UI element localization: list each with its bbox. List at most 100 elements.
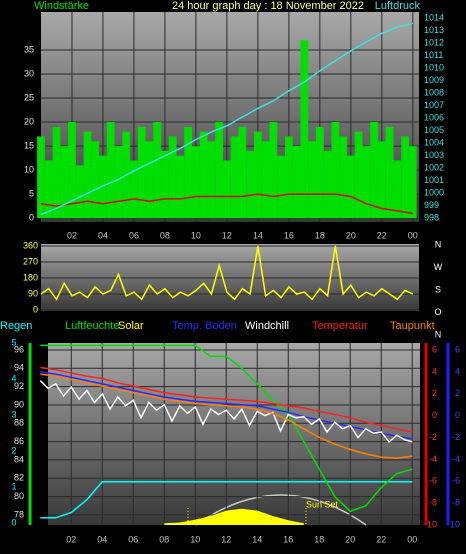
yticks-label: 80	[14, 491, 24, 501]
y2ticks-label: -6	[452, 476, 460, 486]
y2ticks-label: 4	[432, 366, 437, 376]
bar	[91, 141, 100, 219]
y2ticks-label: 998	[424, 213, 439, 223]
y2ticks-label: 1004	[424, 138, 444, 148]
x-tick-label: 14	[253, 230, 263, 240]
x-tick-label: 18	[315, 230, 325, 240]
y2ticks-label: 1012	[424, 38, 444, 48]
area	[164, 508, 304, 525]
yticks-label: 94	[14, 363, 24, 373]
bar	[254, 131, 262, 219]
y2ticks-label: 6	[455, 344, 460, 354]
line	[40, 373, 413, 460]
bar	[238, 126, 247, 219]
y2ticks-label: N	[435, 239, 442, 249]
bar	[277, 155, 285, 219]
x-tick-label: 04	[97, 534, 107, 544]
yticks-label: 35	[24, 44, 34, 54]
y2ticks-label: 0	[455, 410, 460, 420]
yticks-label: 84	[14, 454, 24, 464]
bar	[284, 136, 293, 219]
y2ticks-label: -4	[452, 454, 460, 464]
bar	[145, 141, 154, 219]
y2ticks-label: W	[434, 262, 443, 272]
bar	[230, 136, 239, 219]
bar	[68, 122, 76, 219]
yticks-label: 25	[24, 92, 34, 102]
line	[39, 380, 413, 443]
y2ticks-label: 0	[432, 410, 437, 420]
bar	[106, 122, 115, 219]
bar	[354, 131, 363, 219]
legend-entry: Regen	[0, 320, 32, 332]
y2ticks-label: 6	[432, 344, 437, 354]
y3ticks-label: 1	[11, 482, 16, 492]
y3ticks-label: 0	[11, 518, 16, 528]
y2ticks-label: 1007	[424, 100, 444, 110]
plot-area	[48, 343, 420, 525]
yticks-label: 180	[23, 272, 38, 282]
yticks-label: 96	[14, 344, 24, 354]
line	[40, 481, 413, 519]
bar	[168, 136, 177, 219]
x-tick-label: 14	[252, 534, 262, 544]
y2ticks-label: -4	[429, 454, 437, 464]
bar	[292, 146, 301, 219]
x-tick-label: 08	[159, 534, 169, 544]
yticks-label: 10	[24, 164, 34, 174]
x-tick-label: 20	[346, 230, 356, 240]
x-tick-label: 20	[345, 534, 355, 544]
bar	[261, 141, 270, 219]
y2ticks-label: -6	[429, 476, 437, 486]
temperature-panel: 78808284868890929496-10-8-6-4-20246-10-8…	[0, 320, 460, 544]
legend-entry: Windstärke	[34, 0, 89, 12]
bar	[339, 136, 347, 219]
yticks-label: 92	[14, 381, 24, 391]
x-tick-label: 12	[222, 230, 232, 240]
bar	[176, 155, 185, 219]
bar	[408, 146, 417, 219]
bar	[99, 155, 107, 219]
y2ticks-label: 1010	[424, 63, 444, 73]
y2ticks-label: 1001	[424, 175, 444, 185]
wind-direction-panel: 0 90 180 270 360 N W S O N	[23, 239, 443, 339]
y2ticks-label: -10	[424, 519, 437, 529]
x-tick-label: 10	[191, 230, 201, 240]
bar	[323, 150, 332, 219]
yticks-label: 90	[28, 288, 38, 298]
bar	[161, 150, 169, 219]
x-tick-label: 12	[221, 534, 231, 544]
bar	[223, 160, 231, 219]
legend-entry: Temp. Boden	[172, 320, 237, 332]
bar	[153, 122, 162, 219]
legend-entry: Taupunkt	[390, 320, 435, 332]
pressure-wind-panel: 0510152025303599899910001001100210031004…	[24, 0, 444, 240]
y2ticks-label: -10	[447, 519, 460, 529]
y2ticks-label: 2	[432, 388, 437, 398]
x-tick-label: 02	[67, 230, 77, 240]
y3ticks-label: 5	[11, 337, 16, 347]
line	[40, 344, 413, 513]
y2ticks-label: 1008	[424, 88, 444, 98]
bar	[246, 150, 255, 219]
x-tick-label: 06	[128, 534, 138, 544]
y3ticks-label: 2	[11, 445, 16, 455]
x-tick-label: 22	[376, 534, 386, 544]
y2ticks-label: S	[435, 284, 441, 294]
bar	[207, 141, 216, 219]
y3ticks-label: 3	[11, 409, 16, 419]
line	[40, 245, 414, 301]
bar	[215, 122, 224, 219]
y2ticks-label: -8	[429, 498, 437, 508]
bar	[315, 126, 324, 219]
legend-entry: Luftfeuchte	[65, 320, 119, 332]
x-tick-label: 16	[284, 230, 294, 240]
x-tick-label: 18	[314, 534, 324, 544]
y2ticks-label: 1003	[424, 150, 444, 160]
y2ticks-label: O	[434, 307, 441, 317]
bar	[393, 160, 402, 219]
bar	[137, 126, 146, 219]
x-tick-label: 08	[160, 230, 170, 240]
